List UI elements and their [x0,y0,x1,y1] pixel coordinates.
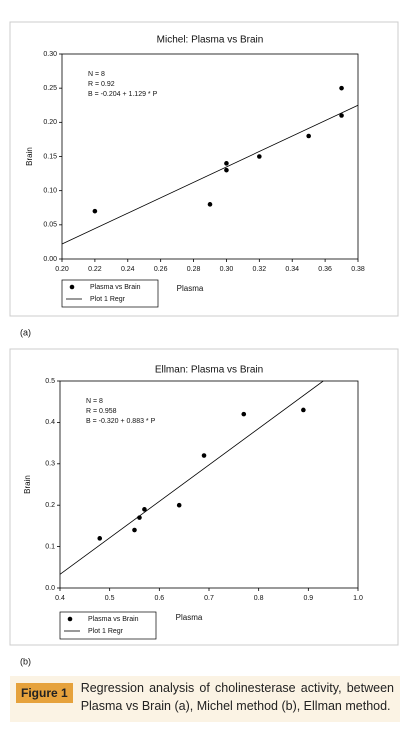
y-tick-label: 0.1 [45,543,55,550]
y-tick-label: 0.30 [43,51,57,58]
x-tick-label: 0.4 [55,595,65,602]
chart-title: Michel: Plasma vs Brain [157,35,264,46]
y-tick-label: 0.4 [45,419,55,426]
data-point [339,85,344,91]
data-point [339,113,344,118]
x-tick-label: 0.9 [303,595,313,602]
data-point [224,161,229,166]
x-tick-label: 0.22 [88,266,102,273]
y-tick-label: 0.20 [43,119,57,126]
data-point [132,527,137,533]
x-tick-label: 0.26 [154,266,168,273]
y-tick-label: 0.10 [43,188,57,195]
y-tick-label: 0.25 [43,85,57,92]
y-tick-label: 0.05 [43,222,57,229]
x-tick-label: 0.8 [254,595,264,602]
y-tick-label: 0.00 [43,256,57,263]
data-point [97,536,103,541]
data-point [201,453,207,458]
data-point [301,407,306,413]
data-point [207,202,213,207]
data-point [92,208,98,214]
legend-box [61,279,159,308]
annotation: N = 8 [88,71,105,78]
regression-line [61,104,359,245]
x-tick-label: 0.24 [121,266,135,273]
x-tick-label: 1.0 [353,595,363,602]
y-tick-label: 0.0 [45,585,55,592]
annotation: B = -0.320 + 0.883 * P [86,418,156,425]
x-axis-label: Plasma [176,613,203,622]
panel-label: (a) [20,327,31,337]
y-tick-label: 0.3 [45,461,55,468]
y-axis-label: Brain [25,147,34,166]
x-tick-label: 0.34 [285,266,299,273]
data-point [306,133,311,139]
legend-label: Plasma vs Brain [88,616,139,623]
panel-label: (b) [20,656,31,666]
data-point [142,507,147,512]
legend-symbol [69,284,75,290]
y-axis-label: Brain [23,475,32,494]
figure: Michel: Plasma vs Brain 0.20 0.22 0.24 0.26 0… [9,21,399,666]
legend-box [59,611,157,640]
data-point [241,411,247,417]
data-point [176,502,182,508]
y-tick-label: 0.5 [45,378,55,385]
y-tick-label: 0.15 [43,153,57,160]
x-tick-label: 0.28 [187,266,201,273]
caption-box: Figure 1 Regression analysis of cholines… [10,676,400,722]
legend-label: Plot 1 Regr [88,628,124,635]
annotation: R = 0.958 [86,408,117,415]
x-axis-label: Plasma [177,284,204,293]
x-tick-label: 0.32 [253,266,267,273]
panel-frame [9,348,399,646]
annotation: R = 0.92 [88,81,115,88]
legend-label: Plasma vs Brain [90,284,141,291]
figure-label: Figure 1 [16,683,73,703]
y-tick-label: 0.2 [45,502,55,509]
x-tick-label: 0.20 [55,266,69,273]
chart-title: Ellman: Plasma vs Brain [155,365,263,376]
x-tick-label: 0.38 [351,266,365,273]
regression-line [59,380,324,575]
data-point [257,154,262,159]
annotation: N = 8 [86,398,103,405]
legend-symbol [67,616,73,622]
caption: Regression analysis of cholinesterase ac… [80,681,394,713]
x-tick-label: 0.6 [154,595,164,602]
x-tick-label: 0.7 [204,595,214,602]
data-point [224,167,229,173]
legend-label: Plot 1 Regr [90,296,126,303]
x-tick-label: 0.5 [105,595,115,602]
annotation: B = -0.204 + 1.129 * P [88,91,158,98]
x-tick-label: 0.36 [318,266,332,273]
x-tick-label: 0.30 [220,266,234,273]
panel-frame [9,21,399,317]
